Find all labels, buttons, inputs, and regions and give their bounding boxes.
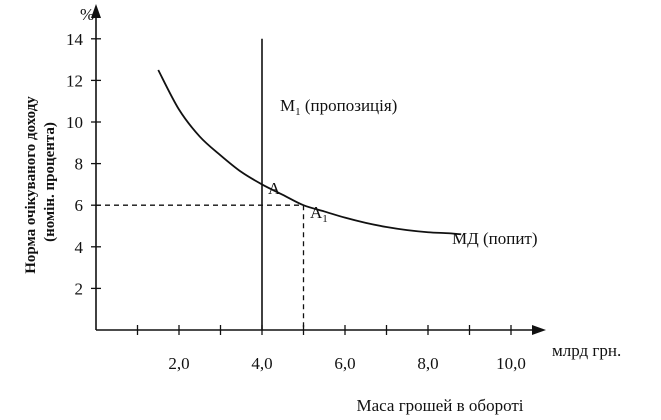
- y-tick-label: 14: [66, 30, 84, 49]
- supply-label: M1 (пропозиція): [280, 96, 397, 118]
- y-axis-arrow: [91, 4, 101, 18]
- y-tick-label: 10: [66, 113, 83, 132]
- point-a-label: A: [268, 179, 281, 198]
- x-tick-label: 10,0: [496, 354, 526, 373]
- x-ticks: 2,0 4,0 6,0 8,0 10,0: [136, 325, 526, 373]
- y-unit-label: %: [80, 5, 94, 24]
- demand-label: МД (попит): [452, 229, 538, 248]
- x-axis-arrow: [532, 325, 546, 335]
- x-tick-label: 4,0: [251, 354, 272, 373]
- y-axis-title-line1: Норма очікуваного доходу: [23, 96, 39, 274]
- y-tick-label: 2: [75, 279, 84, 298]
- y-ticks: 2 4 6 8 10 12 14: [66, 30, 101, 298]
- y-axis-title-line2: (номін. процента): [42, 122, 58, 242]
- demand-curve: [157, 69, 462, 236]
- point-a1-label: A1: [310, 203, 328, 225]
- x-axis-title: Маса грошей в обороті: [356, 396, 523, 415]
- x-tick-label: 6,0: [334, 354, 355, 373]
- y-tick-label: 8: [75, 155, 84, 174]
- y-tick-label: 4: [75, 238, 84, 257]
- x-tick-label: 8,0: [417, 354, 438, 373]
- x-unit-label: млрд грн.: [552, 341, 621, 360]
- y-tick-label: 12: [66, 71, 83, 90]
- x-tick-label: 2,0: [168, 354, 189, 373]
- y-tick-label: 6: [75, 196, 84, 215]
